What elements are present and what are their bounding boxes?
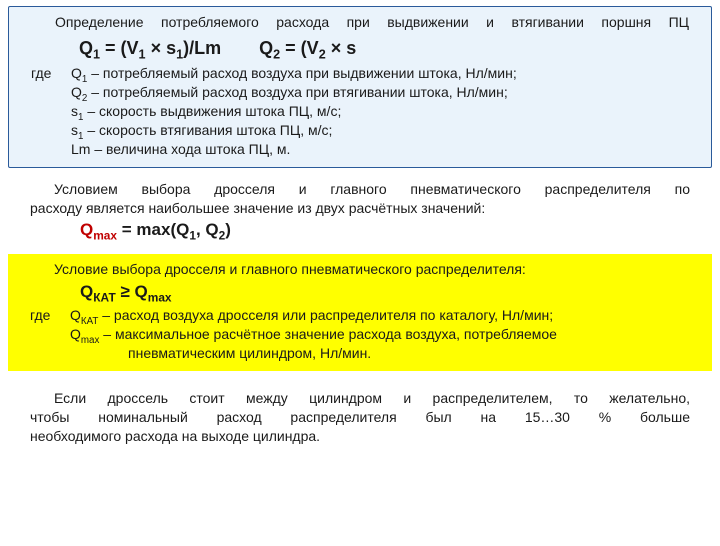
para1-line2: расходу является наибольшее значение из … (30, 199, 690, 218)
para-qmax-condition: Условием выбора дросселя и главного пнев… (8, 176, 712, 245)
txt-eq1a: = (V (100, 38, 139, 58)
para-note: Если дроссель стоит между цилиндром и ра… (8, 385, 712, 446)
blue-definitions: где Q1 – потребляемый расход воздуха при… (31, 64, 689, 158)
where-label: где (31, 64, 71, 83)
slide: Определение потребляемого расхода при вы… (0, 6, 720, 546)
def-s1: s1 – скорость выдвижения штока ПЦ, м/с; (71, 102, 689, 121)
def-qmax: Qmax – максимальное расчётное значение р… (70, 325, 690, 344)
def-lm: Lm – величина хода штока ПЦ, м. (71, 140, 689, 159)
sub-q1: 1 (93, 47, 100, 61)
yellow-title: Условие выбора дросселя и главного пневм… (30, 260, 690, 279)
yellow-where: где (30, 306, 70, 325)
def-q2: Q2 – потребляемый расход воздуха при втя… (71, 83, 689, 102)
sym-q1: Q (79, 38, 93, 58)
para2-line1: Если дроссель стоит между цилиндром и ра… (30, 389, 690, 408)
formula-qmax: Qmax = max(Q1, Q2) (30, 217, 690, 244)
para2-line2: чтобы номинальный расход распределителя … (30, 408, 690, 427)
def-q1: Q1 – потребляемый расход воздуха при выд… (71, 64, 689, 83)
yellow-condition-box: Условие выбора дросселя и главного пневм… (8, 254, 712, 371)
blue-title-line1: Определение потребляемого расхода при вы… (31, 13, 689, 32)
txt-eq1b: × s (146, 38, 177, 58)
def-qmax-b: пневматическим цилиндром, Нл/мин. (70, 344, 690, 363)
blue-definition-box: Определение потребляемого расхода при вы… (8, 6, 712, 168)
sym-q2: Q (259, 38, 273, 58)
formula-qkat: QКАТ ≥ Qmax (30, 279, 690, 306)
txt-eq1c: )/Lm (183, 38, 221, 58)
formula-q1-q2: Q1 = (V1 × s1)/Lm Q2 = (V2 × s (31, 32, 689, 64)
sub-v1: 1 (139, 47, 146, 61)
para2-line3: необходимого расхода на выходе цилиндра. (30, 427, 690, 446)
def-qkat: QКАТ – расход воздуха дросселя или распр… (70, 306, 690, 325)
txt-eq2b: × s (326, 38, 357, 58)
txt-eq2a: = (V (280, 38, 319, 58)
yellow-definitions: где QКАТ – расход воздуха дросселя или р… (30, 306, 690, 363)
sub-v2: 2 (319, 47, 326, 61)
para1-line1: Условием выбора дросселя и главного пнев… (30, 180, 690, 199)
def-s1b: s1 – скорость втягивания штока ПЦ, м/с; (71, 121, 689, 140)
